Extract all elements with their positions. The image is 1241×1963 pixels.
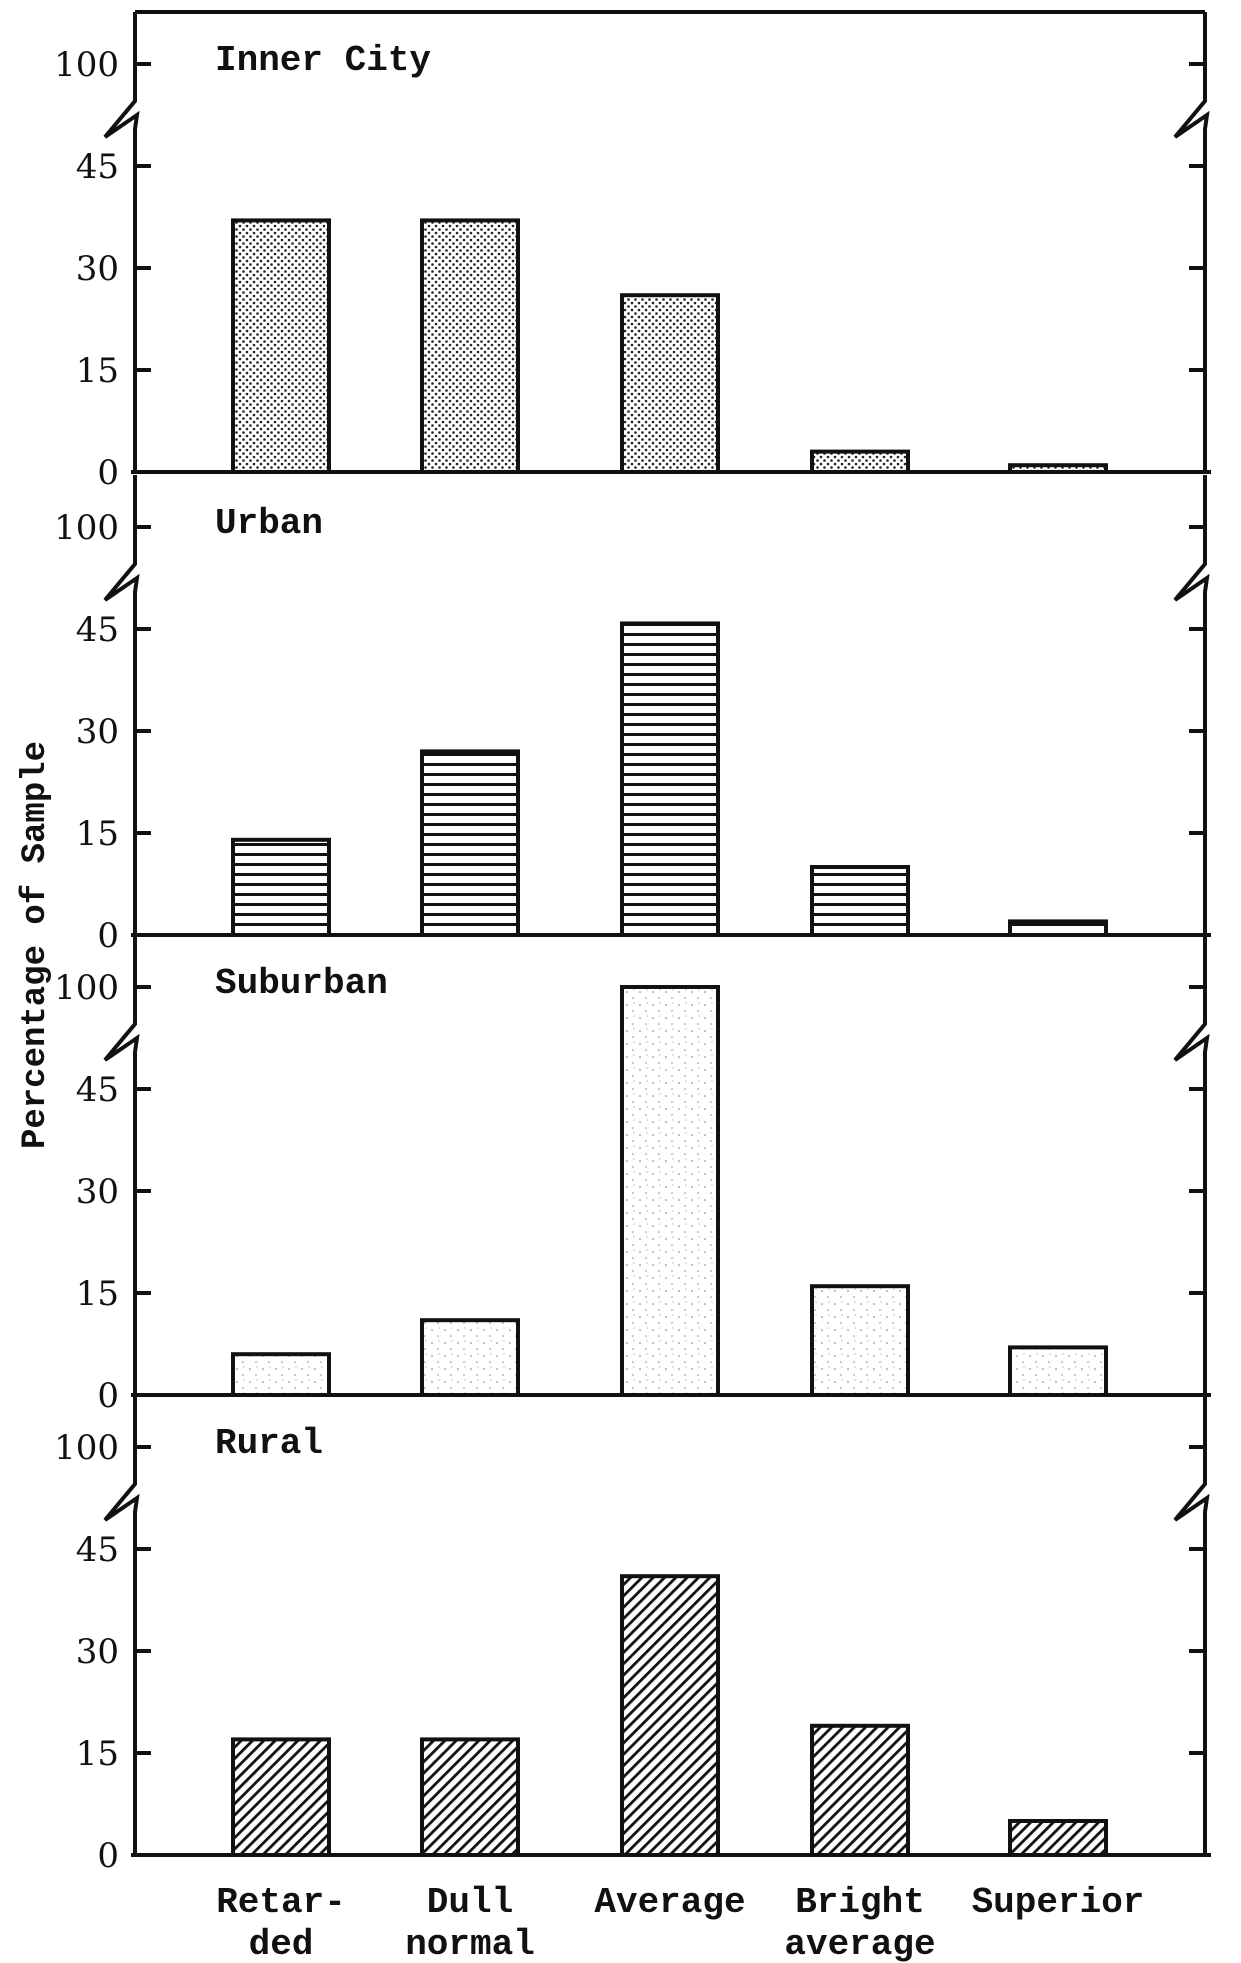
bar [620, 1574, 720, 1857]
panel-title: Suburban [215, 963, 388, 1004]
bar [1008, 1345, 1108, 1398]
right-axis [1173, 12, 1210, 472]
panel-title: Inner City [215, 40, 431, 81]
left-axis [103, 12, 140, 472]
bar [231, 1352, 331, 1397]
right-axis [1173, 935, 1210, 1395]
y-tick-label: 15 [76, 1734, 119, 1774]
x-category-label: ded [249, 1924, 314, 1963]
y-tick-label: 45 [76, 1530, 119, 1570]
left-axis [103, 475, 140, 935]
bar [1008, 919, 1108, 938]
bar [420, 1318, 520, 1397]
y-tick-label: 100 [54, 45, 119, 85]
y-tick-label: 15 [76, 1274, 119, 1314]
left-axis [103, 1395, 140, 1855]
y-axis-label: Percentage of Sample [17, 741, 55, 1149]
y-tick-label: 0 [97, 1376, 119, 1416]
x-category-label: normal [405, 1924, 535, 1963]
bar [231, 837, 331, 937]
panel-suburban: 0 15 30 45 100 Suburban [54, 935, 1211, 1416]
bar [620, 621, 720, 937]
left-axis [103, 935, 140, 1395]
x-category-label: Bright [795, 1882, 925, 1923]
y-tick-label: 15 [76, 814, 119, 854]
panel-urban: 0 15 30 45 100 Urban [54, 475, 1211, 956]
y-tick-label: 100 [54, 508, 119, 548]
panels: 0 15 30 45 100 Inner City 0 15 30 45 100 Urban 0 15 30… [54, 10, 1211, 1876]
y-tick-label: 15 [76, 351, 119, 391]
x-category-label: Dull [427, 1882, 513, 1923]
right-axis [1173, 475, 1210, 935]
y-tick-label: 0 [97, 453, 119, 493]
x-category-label: Average [594, 1882, 745, 1923]
bar [810, 1284, 910, 1397]
y-tick-label: 30 [76, 1632, 119, 1672]
y-tick-label: 0 [97, 1836, 119, 1876]
y-tick-label: 45 [76, 610, 119, 650]
bar [231, 1737, 331, 1858]
y-tick-label: 45 [76, 1070, 119, 1110]
bar [420, 1737, 520, 1858]
x-category-label: average [784, 1924, 935, 1963]
bar [420, 218, 520, 474]
y-tick-label: 45 [76, 147, 119, 187]
bar [810, 449, 910, 475]
bar [231, 218, 331, 474]
y-tick-label: 0 [97, 916, 119, 956]
y-tick-label: 30 [76, 249, 119, 289]
bar [810, 865, 910, 937]
panel-title: Urban [215, 503, 323, 544]
y-tick-label: 30 [76, 1172, 119, 1212]
bar [1008, 1819, 1108, 1857]
panel-rural: 0 15 30 45 100 Rural [54, 1395, 1211, 1876]
x-category-label: Retar- [216, 1882, 346, 1923]
panel-inner-city: 0 15 30 45 100 Inner City [54, 10, 1211, 493]
x-category-label: Superior [972, 1882, 1145, 1923]
panel-title: Rural [215, 1423, 323, 1464]
bar [620, 293, 720, 475]
bar [420, 749, 520, 938]
y-tick-label: 30 [76, 712, 119, 752]
y-tick-label: 100 [54, 968, 119, 1008]
bar [1008, 463, 1108, 475]
right-axis [1173, 1395, 1210, 1855]
y-tick-label: 100 [54, 1428, 119, 1468]
bar [810, 1723, 910, 1858]
bar [620, 985, 720, 1397]
